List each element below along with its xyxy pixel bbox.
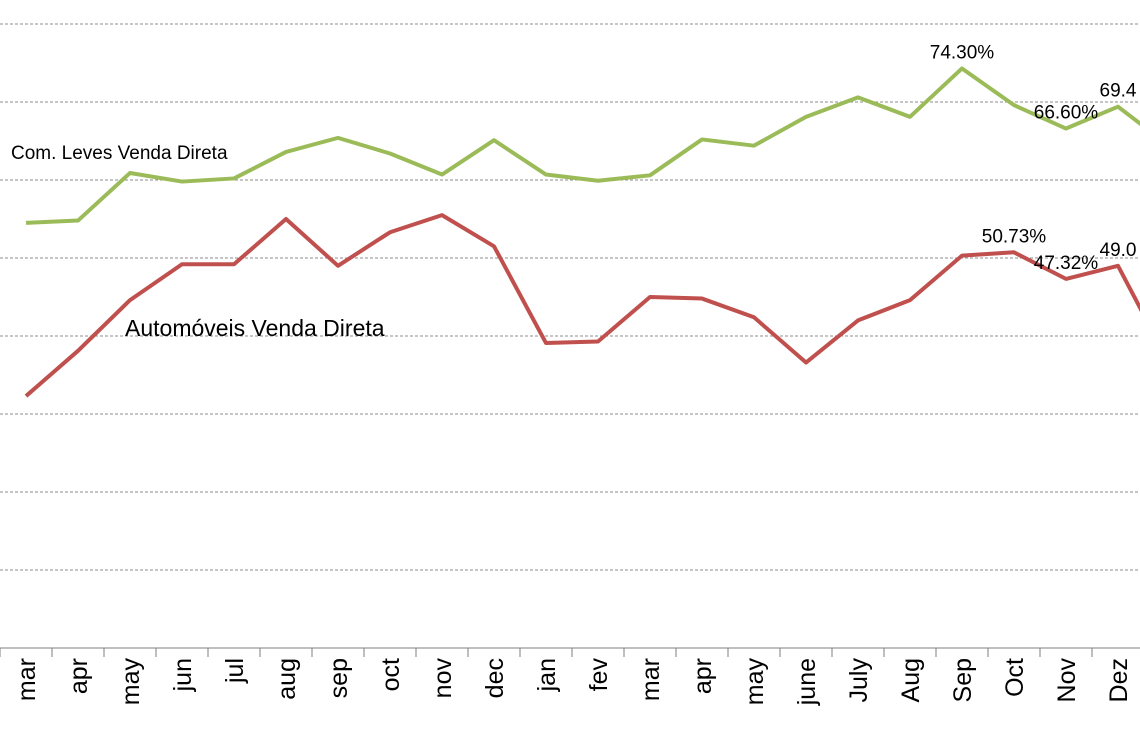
- data-point: [596, 179, 600, 183]
- data-point: [544, 173, 548, 177]
- data-point: [648, 295, 652, 299]
- x-tick-label: fev: [585, 658, 613, 692]
- data-point: [128, 171, 132, 175]
- data-point: [284, 217, 288, 221]
- data-label: 66.60%: [1034, 103, 1099, 124]
- data-point: [492, 138, 496, 142]
- x-axis: mar apr may jun jul aug sep oct nov dec jan fev mar a…: [0, 647, 1140, 706]
- data-point: [440, 213, 444, 217]
- data-point: [232, 262, 236, 266]
- data-point: [76, 219, 80, 223]
- x-tick-label: dec: [481, 658, 509, 698]
- x-tick-label: mar: [637, 658, 665, 701]
- data-label: 69.4: [1100, 81, 1137, 102]
- x-tick-label: jul: [221, 658, 249, 684]
- data-point: [336, 136, 340, 140]
- data-point: [1116, 264, 1120, 268]
- data-point: [336, 264, 340, 268]
- data-point: [232, 176, 236, 180]
- data-point: [544, 341, 548, 345]
- data-label: 47.32%: [1034, 253, 1099, 274]
- series-line-0: [25, 66, 1140, 225]
- x-tick-label: Sep: [949, 658, 977, 702]
- x-tick-label: nov: [429, 658, 457, 699]
- x-tick-label: jan: [533, 658, 561, 692]
- x-tick-label: june: [793, 658, 821, 706]
- data-point: [700, 297, 704, 301]
- data-point: [1012, 250, 1016, 254]
- data-point: [1064, 127, 1068, 131]
- data-point: [960, 66, 964, 70]
- data-point: [76, 349, 80, 353]
- data-point: [388, 151, 392, 155]
- x-tick-label: July: [845, 658, 873, 703]
- data-point: [128, 298, 132, 302]
- x-tick-label: Dez: [1105, 658, 1133, 702]
- data-point: [596, 339, 600, 343]
- data-point: [180, 180, 184, 184]
- data-label: 74.30%: [930, 42, 995, 63]
- series-name-label: Com. Leves Venda Direta: [11, 143, 228, 164]
- data-label: 50.73%: [982, 226, 1047, 247]
- data-point: [492, 244, 496, 248]
- x-tick-label: Aug: [897, 658, 925, 702]
- x-tick-label: Oct: [1001, 658, 1029, 697]
- data-point: [752, 144, 756, 148]
- data-point: [752, 315, 756, 319]
- x-tick-label: sep: [325, 658, 353, 698]
- x-tick-label: mar: [13, 658, 41, 701]
- data-point: [856, 318, 860, 322]
- data-point: [1012, 103, 1016, 107]
- data-point: [180, 262, 184, 266]
- data-point: [960, 254, 964, 258]
- x-tick-label: may: [117, 658, 145, 706]
- series-lines: [24, 66, 1140, 398]
- series-line-1: [24, 213, 1140, 398]
- x-tick-label: oct: [377, 658, 405, 691]
- series-name-label: Automóveis Venda Direta: [125, 315, 385, 341]
- gridlines: [0, 23, 1140, 571]
- data-label: 49.0: [1100, 240, 1137, 261]
- data-point: [1116, 105, 1120, 109]
- x-tick-label: may: [741, 658, 769, 706]
- x-tick-label: apr: [65, 658, 93, 694]
- x-tick-label: Nov: [1053, 658, 1081, 703]
- x-tick-label: apr: [689, 658, 717, 694]
- data-point: [804, 361, 808, 365]
- data-point: [1064, 277, 1068, 281]
- data-point: [24, 221, 28, 225]
- data-point: [908, 298, 912, 302]
- data-point: [908, 115, 912, 119]
- data-point: [856, 95, 860, 99]
- data-labels: 74.30% 66.60%69.4 50.73% 47.32%49.0 Com. Lev…: [11, 42, 1137, 341]
- x-tick-label: jun: [169, 658, 197, 692]
- data-point: [648, 173, 652, 177]
- data-point: [440, 173, 444, 177]
- x-tick-label: aug: [273, 658, 301, 700]
- data-point: [24, 394, 28, 398]
- data-point: [700, 137, 704, 141]
- data-point: [804, 115, 808, 119]
- data-point: [284, 150, 288, 154]
- data-point: [388, 230, 392, 234]
